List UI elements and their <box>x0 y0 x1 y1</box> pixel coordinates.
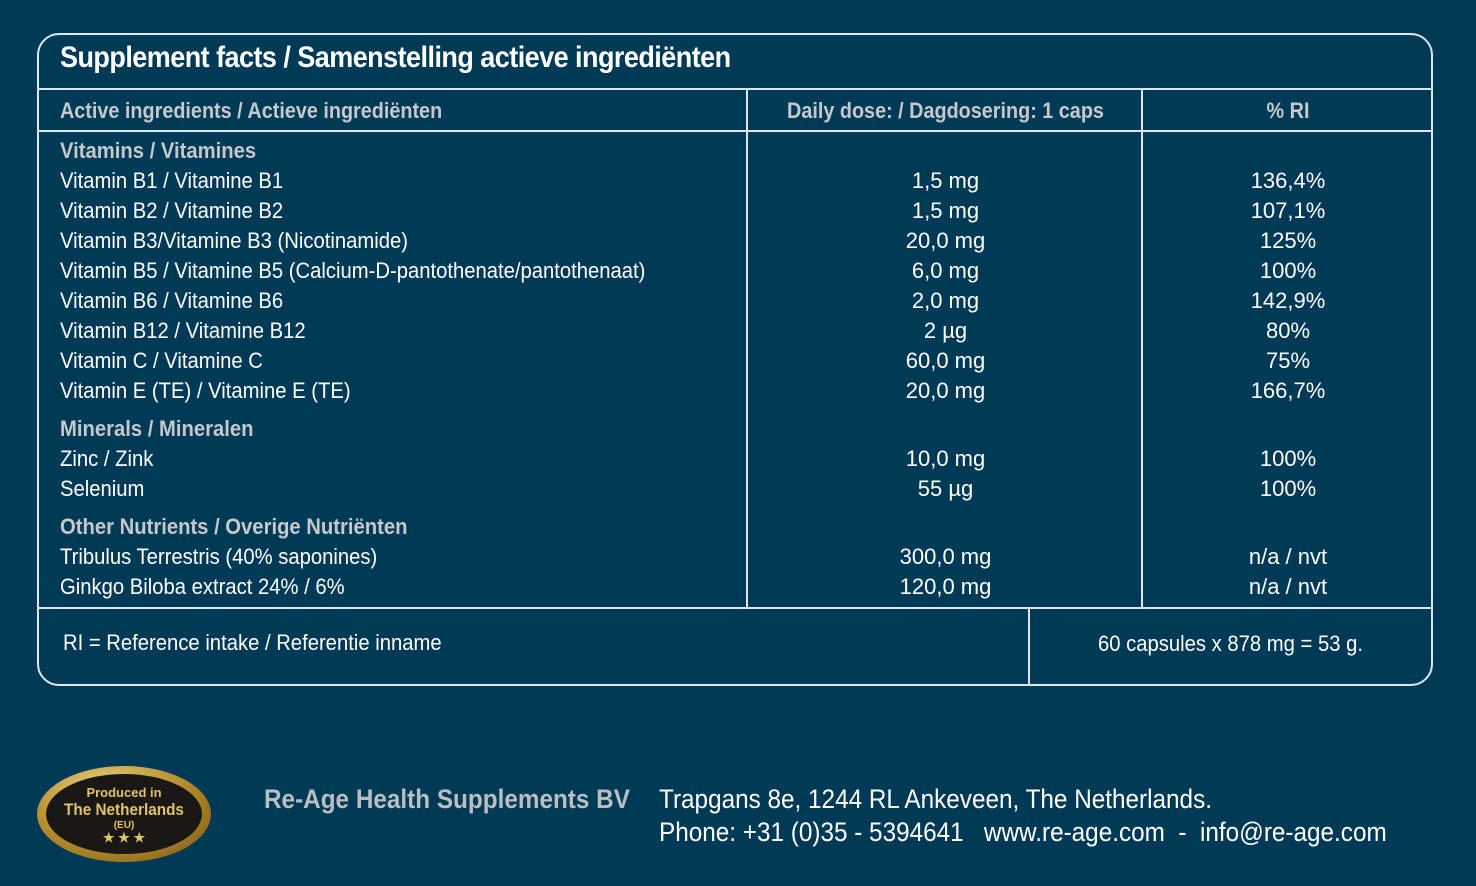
header-dose: Daily dose: / Dagdosering: 1 caps <box>787 98 1104 123</box>
daily-dose: 6,0 mg <box>911 258 980 283</box>
badge-line: The Netherlands <box>64 800 184 819</box>
divider <box>39 607 1431 609</box>
produced-in-netherlands-badge: Produced in The Netherlands (EU) ★ ★ ★ <box>37 766 211 862</box>
daily-dose: 1,5 mg <box>911 168 980 193</box>
ri-percent: 80% <box>1265 318 1311 343</box>
ri-percent: 100% <box>1259 476 1317 501</box>
group-heading: Other Nutrients / Overige Nutriënten <box>39 512 1431 542</box>
ingredient-name: Vitamin B1 / Vitamine B1 <box>60 168 284 193</box>
daily-dose: 20,0 mg <box>905 228 986 253</box>
group-label: Vitamins / Vitamines <box>60 138 257 163</box>
panel-title: Supplement facts / Samenstelling actieve… <box>60 41 731 74</box>
table-row: Vitamin B1 / Vitamine B1 1,5 mg 136,4% <box>39 166 1431 196</box>
ri-percent: 75% <box>1265 348 1311 373</box>
table-row: Vitamin B2 / Vitamine B2 1,5 mg 107,1% <box>39 196 1431 226</box>
ingredient-name: Ginkgo Biloba extract 24% / 6% <box>60 574 345 599</box>
ingredients-table-body: Vitamins / Vitamines Vitamin B1 / Vitamin… <box>39 132 1431 609</box>
ri-percent: 107,1% <box>1250 198 1326 223</box>
daily-dose: 20,0 mg <box>905 378 986 403</box>
ri-percent: n/a / nvt <box>1248 574 1328 599</box>
daily-dose: 55 µg <box>917 476 974 501</box>
ingredient-name: Tribulus Terrestris (40% saponines) <box>60 544 378 569</box>
daily-dose: 120,0 mg <box>899 574 992 599</box>
column-divider <box>1141 88 1143 609</box>
ingredient-name: Vitamin B3/Vitamine B3 (Nicotinamide) <box>60 228 408 253</box>
group-heading: Minerals / Mineralen <box>39 414 1431 444</box>
table-row: Vitamin E (TE) / Vitamine E (TE) 20,0 mg 1… <box>39 376 1431 406</box>
group-label: Minerals / Mineralen <box>60 416 254 441</box>
table-row: Vitamin B3/Vitamine B3 (Nicotinamide) 20,… <box>39 226 1431 256</box>
daily-dose: 2 µg <box>923 318 968 343</box>
divider <box>39 130 1431 132</box>
ingredient-name: Vitamin B2 / Vitamine B2 <box>60 198 284 223</box>
ri-percent: 125% <box>1259 228 1317 253</box>
ingredient-name: Vitamin B12 / Vitamine B12 <box>60 318 306 343</box>
ingredient-name: Vitamin B5 / Vitamine B5 (Calcium-D-pant… <box>60 258 646 283</box>
ingredient-name: Zinc / Zink <box>60 446 154 471</box>
ri-percent: 136,4% <box>1250 168 1326 193</box>
ri-note: RI = Reference intake / Referentie innam… <box>63 630 442 655</box>
column-divider <box>746 88 748 609</box>
daily-dose: 1,5 mg <box>911 198 980 223</box>
table-row: Vitamin B12 / Vitamine B12 2 µg 80% <box>39 316 1431 346</box>
ingredient-name: Vitamin C / Vitamine C <box>60 348 263 373</box>
table-row: Tribulus Terrestris (40% saponines) 300,0… <box>39 542 1431 572</box>
package-size: 60 capsules x 878 mg = 53 g. <box>1098 631 1363 656</box>
header-ingredients: Active ingredients / Actieve ingrediënte… <box>60 98 443 123</box>
ri-percent: 100% <box>1259 446 1317 471</box>
daily-dose: 10,0 mg <box>905 446 986 471</box>
company-name: Re-Age Health Supplements BV <box>264 784 630 814</box>
ingredient-name: Vitamin E (TE) / Vitamine E (TE) <box>60 378 351 403</box>
group-heading: Vitamins / Vitamines <box>39 136 1431 166</box>
daily-dose: 2,0 mg <box>911 288 980 313</box>
table-row: Vitamin C / Vitamine C 60,0 mg 75% <box>39 346 1431 376</box>
table-row: Vitamin B5 / Vitamine B5 (Calcium-D-pant… <box>39 256 1431 286</box>
ri-percent: 100% <box>1259 258 1317 283</box>
table-row: Selenium 55 µg 100% <box>39 474 1431 504</box>
ri-percent: 142,9% <box>1250 288 1326 313</box>
badge-line: (EU) <box>113 820 135 831</box>
company-contact[interactable]: Phone: +31 (0)35 - 5394641 www.re-age.co… <box>659 817 1387 847</box>
header-ri: % RI <box>1266 98 1310 123</box>
group-label: Other Nutrients / Overige Nutriënten <box>60 514 408 539</box>
ingredient-name: Selenium <box>60 476 145 501</box>
footer-divider <box>1028 607 1030 684</box>
daily-dose: 60,0 mg <box>905 348 986 373</box>
ri-percent: 166,7% <box>1250 378 1326 403</box>
ri-percent: n/a / nvt <box>1248 544 1328 569</box>
star-icons: ★ ★ ★ <box>102 830 146 845</box>
supplement-facts-panel: Supplement facts / Samenstelling actieve… <box>37 33 1433 686</box>
company-address: Trapgans 8e, 1244 RL Ankeveen, The Nethe… <box>659 784 1212 814</box>
daily-dose: 300,0 mg <box>899 544 992 569</box>
table-row: Zinc / Zink 10,0 mg 100% <box>39 444 1431 474</box>
divider <box>39 88 1431 90</box>
badge-line: Produced in <box>86 785 162 800</box>
table-row: Vitamin B6 / Vitamine B6 2,0 mg 142,9% <box>39 286 1431 316</box>
ingredient-name: Vitamin B6 / Vitamine B6 <box>60 288 284 313</box>
table-row: Ginkgo Biloba extract 24% / 6% 120,0 mg n/… <box>39 572 1431 602</box>
